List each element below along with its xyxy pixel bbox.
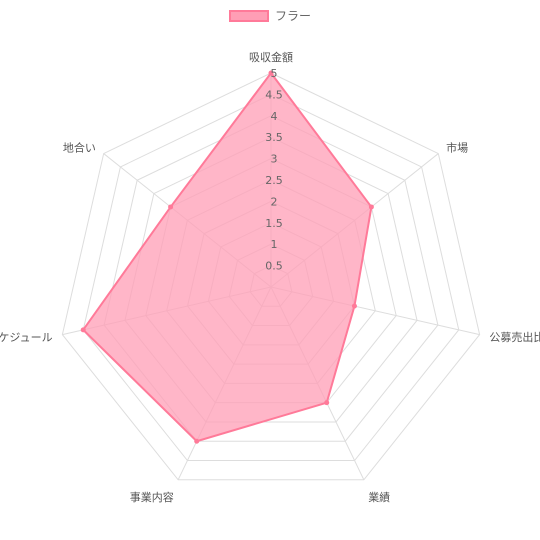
tick-label-5: 2.5	[265, 174, 283, 187]
legend-label: フラー	[274, 9, 311, 23]
grid-ring-10	[61, 72, 481, 481]
legend-swatch[interactable]	[228, 10, 269, 22]
axis-label-1: 吸収金額	[249, 50, 293, 64]
data-point-1	[268, 70, 274, 76]
data-point-3	[351, 303, 357, 309]
axis-label-7: 地合い	[63, 140, 96, 154]
axis-label-3: 公募売出比	[489, 330, 540, 344]
data-point-2	[368, 204, 374, 210]
tick-label-9: 4.5	[265, 88, 283, 101]
data-point-5	[194, 438, 200, 444]
tick-label-3: 1.5	[265, 217, 283, 230]
data-point-6	[80, 327, 86, 333]
axis-label-6: スケジュール	[0, 331, 53, 344]
tick-label-8: 4	[271, 110, 278, 123]
tick-label-6: 3	[271, 153, 278, 166]
axis-label-5: 事業内容	[130, 490, 174, 504]
legend: フラー	[0, 6, 540, 26]
tick-label-2: 1	[271, 238, 278, 251]
grid-ring-7	[124, 136, 418, 423]
data-point-7	[168, 204, 174, 210]
tick-label-1: 0.5	[265, 260, 283, 273]
series-area	[81, 71, 373, 443]
axis-label-4: 業績	[368, 490, 390, 504]
grid-ring-8	[103, 115, 439, 442]
tick-label-7: 3.5	[265, 131, 283, 144]
tick-label-4: 2	[271, 195, 278, 208]
data-point-4	[324, 400, 330, 406]
grid-ring-9	[82, 93, 460, 462]
tick-label-10: 5	[271, 67, 278, 80]
axis-label-2: 市場	[446, 140, 468, 154]
